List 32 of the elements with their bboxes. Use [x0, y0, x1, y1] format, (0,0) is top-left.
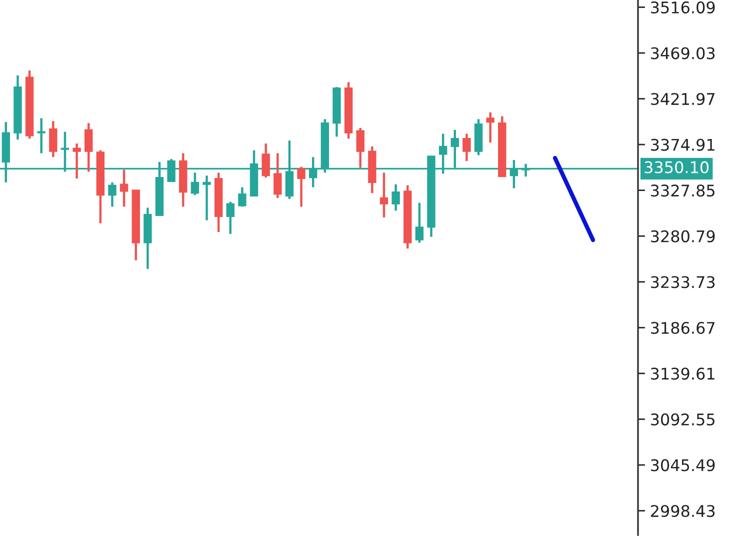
- candlestick: [262, 142, 270, 179]
- candlestick: [72, 142, 81, 180]
- candlestick: [37, 117, 46, 154]
- y-tick-label: 3233.73: [651, 276, 715, 288]
- ref-line-label: 3350.10: [644, 161, 709, 174]
- y-tick-label: 3374.91: [651, 138, 714, 151]
- candlestick: [84, 122, 93, 173]
- y-tick-label: 3516.09: [651, 1, 715, 14]
- candlestick: [356, 126, 364, 169]
- y-tick-label: 3092.55: [651, 413, 714, 426]
- candlestick: [297, 166, 306, 208]
- y-tick-label: 3186.67: [651, 322, 714, 334]
- candlestick: [486, 111, 494, 144]
- candlestick: [238, 186, 246, 208]
- candlestick: [108, 181, 116, 208]
- candlestick: [226, 200, 234, 236]
- candlestick: [415, 202, 424, 244]
- candlestick: [392, 183, 400, 212]
- candlestick: [49, 120, 58, 158]
- y-tick-label: 3469.03: [651, 47, 715, 60]
- candlestick: [380, 172, 388, 219]
- y-tick-label: 2998.43: [650, 504, 715, 518]
- y-tick-label: 3327.85: [651, 184, 714, 197]
- candlestick: [462, 132, 471, 162]
- y-tick-label: 3421.97: [651, 92, 714, 106]
- candlestick: [202, 174, 211, 222]
- candlestick: [120, 168, 128, 208]
- y-tick-label: 3045.49: [651, 459, 715, 472]
- candlestick: [274, 152, 282, 200]
- y-tick-label: 3139.61: [651, 368, 714, 380]
- y-tick-label: 3280.79: [651, 230, 715, 242]
- candlestick: [190, 172, 200, 196]
